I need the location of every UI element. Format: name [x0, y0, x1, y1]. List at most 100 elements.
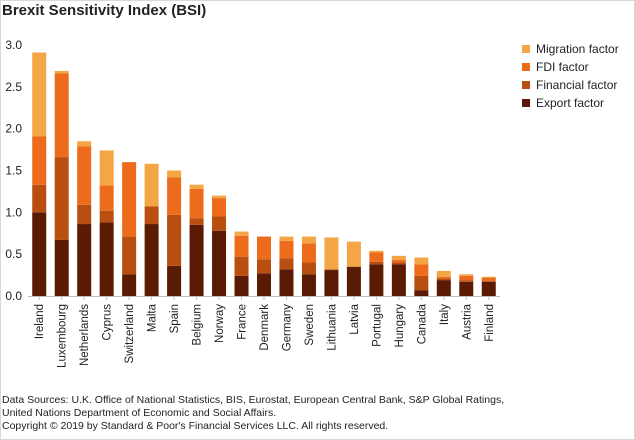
x-tick-label: Cyprus — [102, 304, 114, 341]
legend-label-export: Export factor — [536, 96, 605, 110]
bar-segment-fdi-factor — [212, 198, 227, 217]
legend-swatch-financial — [522, 81, 530, 89]
bar-segment-migration-factor — [436, 270, 451, 277]
legend-swatch-export — [522, 99, 530, 107]
bar-segment-export-factor — [167, 265, 182, 296]
bar-segment-financial-factor — [54, 157, 69, 240]
bar-segment-export-factor — [391, 264, 406, 296]
bar-segment-financial-factor — [122, 236, 137, 275]
bar-segment-fdi-factor — [234, 235, 249, 257]
bar-segment-financial-factor — [99, 210, 114, 223]
legend-label-migration: Migration factor — [536, 42, 619, 56]
bar-segment-migration-factor — [414, 257, 429, 265]
bar-segment-export-factor — [144, 224, 159, 296]
footer-sources-line-2: United Nations Department of Economic an… — [2, 407, 277, 419]
bar-segment-fdi-factor — [99, 185, 114, 211]
bar-segment-migration-factor — [189, 184, 204, 189]
bar-segment-fdi-factor — [301, 243, 316, 263]
bar-segment-migration-factor — [391, 255, 406, 261]
bar-segment-export-factor — [436, 280, 451, 296]
bar-segment-migration-factor — [346, 241, 361, 267]
bar-segment-financial-factor — [167, 214, 182, 266]
legend-item-financial: Financial factor — [522, 76, 619, 94]
bar-segment-fdi-factor — [122, 162, 137, 237]
legend-item-export: Export factor — [522, 94, 619, 112]
bar-segment-export-factor — [369, 264, 384, 296]
x-tick-label: Latvia — [349, 303, 361, 334]
bar-segment-financial-factor — [391, 262, 406, 265]
x-tick-label: Sweden — [304, 304, 316, 346]
chart-title: Brexit Sensitivity Index (BSI) — [2, 2, 207, 19]
bar-segment-export-factor — [234, 275, 249, 296]
x-tick-label: Denmark — [259, 304, 271, 351]
legend-swatch-migration — [522, 45, 530, 53]
bar-segment-migration-factor — [324, 237, 339, 270]
bar-segment-export-factor — [212, 230, 227, 296]
y-tick-label: 1.0 — [5, 205, 22, 219]
bar-segment-fdi-factor — [54, 73, 69, 158]
x-tick-label: Canada — [416, 303, 428, 344]
bar-segment-financial-factor — [481, 280, 496, 282]
bar-segment-migration-factor — [279, 236, 294, 241]
bar-segment-export-factor — [54, 239, 69, 296]
x-tick-label: Germany — [281, 304, 293, 352]
x-tick-label: Portugal — [371, 304, 383, 347]
bar-segment-fdi-factor — [414, 264, 429, 276]
bar-segment-financial-factor — [436, 278, 451, 281]
bar-segment-fdi-factor — [369, 252, 384, 262]
bar-segment-fdi-factor — [391, 260, 406, 263]
bar-segment-export-factor — [77, 224, 92, 296]
bar-segment-financial-factor — [234, 256, 249, 276]
y-tick-label: 1.5 — [5, 164, 22, 178]
bar-segment-migration-factor — [99, 150, 114, 186]
bar-segment-migration-factor — [369, 250, 384, 253]
x-tick-label: Hungary — [394, 304, 406, 348]
bar-segment-export-factor — [257, 273, 271, 296]
bar-segment-export-factor — [122, 274, 137, 296]
legend-swatch-fdi — [522, 63, 530, 71]
bar-segment-export-factor — [346, 266, 361, 296]
x-tick-label: Lithuania — [326, 303, 338, 350]
bar-segment-export-factor — [301, 274, 316, 296]
x-tick-label: Italy — [439, 304, 451, 325]
bar-segment-financial-factor — [257, 259, 271, 274]
footer-sources-line: Data Sources: U.K. Office of National St… — [2, 394, 505, 406]
bar-segment-export-factor — [414, 290, 429, 296]
bar-segment-export-factor — [279, 269, 294, 296]
bar-segment-fdi-factor — [459, 275, 474, 281]
bar-segment-migration-factor — [77, 141, 92, 147]
bar-segment-migration-factor — [301, 236, 316, 244]
bar-segment-financial-factor — [212, 216, 227, 231]
legend-label-fdi: FDI factor — [536, 60, 589, 74]
x-tick-label: Netherlands — [79, 304, 91, 366]
bar-segment-financial-factor — [189, 218, 204, 225]
x-tick-label: France — [237, 304, 249, 340]
bar-segment-financial-factor — [144, 206, 159, 225]
y-tick-label: 2.0 — [5, 122, 22, 136]
y-tick-label: 0.5 — [5, 247, 22, 261]
bar-segment-migration-factor — [459, 274, 474, 276]
x-tick-label: Finland — [484, 304, 496, 342]
bar-segment-migration-factor — [54, 70, 69, 74]
footer-copyright: Copyright © 2019 by Standard & Poor's Fi… — [2, 420, 389, 432]
bar-segment-fdi-factor — [279, 240, 294, 259]
bar-segment-migration-factor — [481, 276, 496, 278]
x-tick-label: Austria — [461, 303, 473, 339]
bar-segment-financial-factor — [324, 269, 339, 271]
bar-segment-fdi-factor — [189, 188, 204, 219]
bar-segment-financial-factor — [279, 258, 294, 270]
legend: Migration factor FDI factor Financial fa… — [522, 40, 619, 112]
x-tick-label: Spain — [169, 304, 181, 333]
bar-segment-fdi-factor — [77, 146, 92, 205]
legend-item-fdi: FDI factor — [522, 58, 619, 76]
y-tick-label: 3.0 — [5, 38, 22, 52]
bar-segment-migration-factor — [32, 52, 47, 137]
bar-segment-export-factor — [459, 281, 474, 296]
legend-item-migration: Migration factor — [522, 40, 619, 58]
x-tick-label: Ireland — [34, 304, 46, 339]
bar-segment-migration-factor — [234, 231, 249, 236]
legend-label-financial: Financial factor — [536, 78, 618, 92]
x-tick-label: Luxembourg — [57, 304, 69, 368]
bar-segment-export-factor — [32, 212, 47, 296]
